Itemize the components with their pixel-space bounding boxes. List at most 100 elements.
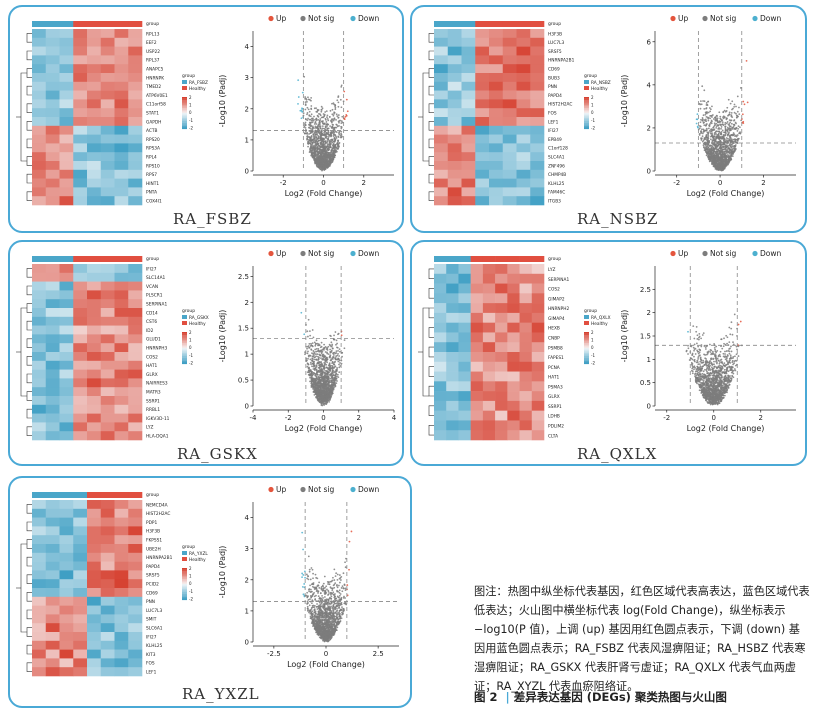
volcano-point — [336, 373, 339, 376]
volcano-point — [324, 162, 326, 164]
heatmap-cell — [59, 396, 74, 406]
heatmap-cell — [73, 299, 88, 309]
volcano-point — [707, 148, 710, 151]
volcano-point — [312, 353, 315, 355]
heatmap-cell — [73, 281, 88, 291]
heatmap-cell — [128, 404, 143, 414]
volcano-point — [334, 130, 337, 133]
volcano-point — [736, 130, 739, 132]
dendrogram-branch — [26, 191, 32, 201]
volcano-point — [316, 350, 319, 353]
heatmap-cell — [530, 29, 545, 39]
heatmap-cell — [100, 378, 115, 388]
heatmap-cell — [475, 161, 490, 171]
volcano-point — [322, 166, 325, 169]
volcano-point — [320, 105, 323, 108]
heatmap-cell — [434, 125, 449, 135]
volcano-point — [703, 89, 706, 92]
heatmap-gskx: groupIFI27SLC14A1VCANPLSCR1SERPINA1CD14C… — [16, 256, 209, 441]
heatmap-cell — [114, 99, 129, 109]
dendrogram-branch — [26, 103, 32, 113]
heatmap-cell — [73, 316, 88, 326]
volcano-point — [325, 110, 328, 112]
volcano-point — [323, 367, 326, 370]
heatmap-cell — [45, 161, 60, 171]
legend-ra-label: RA_NSBZ — [591, 80, 611, 86]
volcano-point — [721, 157, 723, 160]
volcano-point — [726, 106, 729, 109]
heatmap-cell — [447, 178, 462, 188]
volcano-point — [331, 357, 333, 360]
volcano-point — [332, 102, 335, 105]
volcano-point — [328, 368, 331, 370]
volcano-point — [309, 115, 312, 118]
volcano-point — [308, 330, 311, 333]
volcano-point — [720, 124, 722, 126]
volcano-point — [700, 103, 703, 106]
heatmap-cell — [87, 264, 102, 274]
heatmap-cell — [128, 187, 143, 197]
volcano-point — [331, 390, 333, 393]
heatmap-cell — [447, 134, 462, 144]
panel-title-nsbz: RA_NSBZ — [577, 210, 659, 228]
heatmap-cell — [114, 272, 129, 282]
heatmap-cell — [447, 143, 462, 153]
heatmap-cell — [32, 81, 47, 91]
heatmap-cell — [475, 81, 490, 91]
heatmap-cell — [502, 29, 517, 39]
volcano-point — [310, 386, 313, 388]
heatmap-cell — [475, 125, 490, 135]
group-bar-cell — [32, 256, 47, 262]
volcano-point — [315, 365, 318, 367]
gene-label: GLUD1 — [146, 337, 161, 343]
volcano-point — [730, 122, 733, 125]
volcano-point — [714, 156, 717, 159]
heatmap-cell — [100, 46, 115, 56]
volcano-point — [311, 357, 314, 360]
volcano-point — [724, 148, 727, 151]
heatmap-cell — [73, 117, 88, 127]
colorbar-step — [182, 125, 187, 128]
heatmap-cell — [447, 196, 462, 206]
volcano-point — [336, 125, 339, 128]
heatmap-cell — [489, 90, 504, 100]
heatmap-cell — [100, 196, 115, 206]
group-bar-cell — [475, 21, 490, 27]
volcano-point — [331, 385, 334, 388]
volcano-point — [304, 124, 307, 126]
volcano-point — [332, 119, 335, 122]
heatmap-cell — [114, 29, 129, 39]
colorbar-step — [182, 346, 187, 349]
gene-label: RRBL1 — [146, 407, 160, 413]
gene-label: VCAN — [146, 284, 158, 290]
group-bar-cell — [45, 256, 60, 262]
heatmap-cell — [475, 169, 490, 179]
volcano-point — [310, 342, 312, 345]
volcano-point — [315, 382, 318, 385]
volcano-point — [319, 166, 322, 169]
heatmap-cell — [489, 196, 504, 206]
volcano-point — [327, 160, 330, 163]
volcano-point — [326, 371, 329, 374]
heatmap-cell — [447, 55, 462, 65]
heatmap-cell — [434, 161, 449, 171]
heatmap-cell — [114, 90, 129, 100]
volcano-point — [711, 159, 714, 162]
volcano-point — [317, 161, 320, 164]
volcano-point — [331, 343, 334, 346]
volcano-point — [311, 370, 314, 373]
gene-label: SLC14A1 — [146, 275, 166, 281]
y-tick-label: 3 — [245, 74, 249, 82]
x-tick-label: -4 — [250, 414, 258, 422]
heatmap-cell — [516, 152, 531, 162]
volcano-point — [737, 138, 740, 140]
volcano-point — [316, 373, 319, 376]
heatmap-cell — [128, 64, 143, 74]
heatmap-cell — [114, 161, 129, 171]
heatmap-cell — [461, 73, 476, 83]
heatmap-cell — [73, 404, 88, 414]
heatmap-cell — [114, 360, 129, 370]
volcano-point — [726, 161, 729, 164]
heatmap-cell — [32, 281, 47, 291]
volcano-point — [705, 107, 708, 109]
